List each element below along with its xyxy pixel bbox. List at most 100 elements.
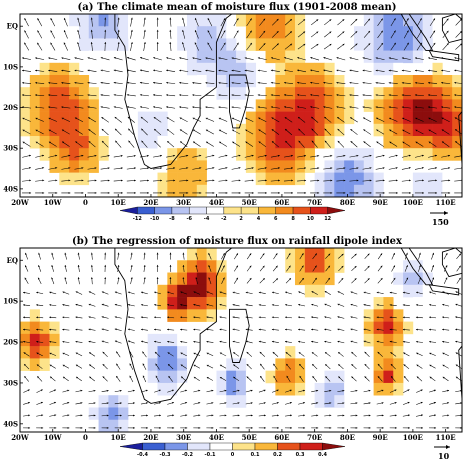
flux-vector-head (442, 291, 445, 294)
flux-vector-head (140, 328, 143, 331)
flux-vector-head (297, 57, 300, 59)
field-cell (432, 123, 443, 137)
field-cell (265, 136, 276, 149)
flux-vector-head (355, 31, 358, 34)
flux-vector-head (323, 106, 326, 108)
field-cell (177, 14, 188, 27)
field-cell (275, 87, 286, 100)
x-tick-label: 110E (436, 433, 456, 442)
y-tick-label: 40S (3, 184, 18, 193)
flux-vector-head (101, 291, 104, 294)
field-cell (216, 297, 227, 310)
colorbar-bin (277, 442, 301, 451)
field-cell (177, 172, 188, 186)
flux-vector-head (225, 179, 228, 182)
panel-a-reference-vector: 150 (430, 211, 449, 227)
flux-vector-head (38, 277, 40, 280)
flux-vector-head (49, 328, 52, 331)
flux-vector-head (195, 277, 198, 280)
flux-vector-head (375, 94, 378, 97)
flux-vector-head (251, 154, 254, 157)
flux-vector-head (120, 191, 123, 194)
field-cell (314, 382, 325, 396)
flux-vector-head (146, 154, 149, 157)
field-cell (98, 14, 109, 27)
field-cell (29, 99, 40, 112)
flux-vector-head (244, 106, 247, 109)
field-cell (353, 38, 365, 51)
field-cell (275, 123, 286, 137)
flux-vector-head (166, 57, 169, 59)
flux-vector-head (408, 167, 411, 169)
field-cell (442, 172, 453, 186)
field-cell (334, 148, 345, 161)
flux-vector-head (155, 375, 158, 378)
flux-vector-head (222, 277, 225, 280)
field-cell (108, 50, 119, 64)
field-cell (69, 75, 80, 88)
field-cell (442, 87, 453, 100)
flux-vector-head (454, 57, 457, 59)
colorbar-bin (240, 206, 259, 215)
flux-vector-head (80, 414, 83, 417)
flux-vector-head (61, 69, 64, 72)
flux-vector-head (285, 352, 288, 354)
field-cell (285, 87, 296, 100)
field-cell (412, 260, 424, 273)
flux-vector-head (337, 128, 340, 131)
field-cell (59, 99, 70, 112)
flux-vector-head (147, 167, 149, 170)
flux-vector-head (420, 414, 423, 417)
flux-vector-head (381, 414, 384, 417)
flux-vector-head (206, 141, 209, 144)
flux-vector-head (286, 363, 289, 366)
flux-vector-head (388, 57, 391, 60)
colorbar-tick-label: -0.3 (160, 452, 171, 458)
flux-vector-head (169, 252, 172, 255)
flux-vector-head (74, 69, 77, 72)
field-cell (304, 272, 315, 286)
flux-vector-head (390, 364, 393, 366)
field-cell (186, 346, 198, 359)
flux-vector-head (289, 19, 292, 22)
field-cell (255, 172, 266, 186)
field-cell (314, 172, 325, 186)
flux-vector-head (94, 154, 97, 157)
flux-vector-head (338, 364, 341, 367)
flux-vector-head (428, 57, 431, 60)
field-cell (393, 358, 404, 371)
field-cell (324, 111, 335, 125)
flux-vector-head (407, 389, 410, 392)
flux-vector-head (106, 414, 109, 417)
flux-vector-head (232, 129, 235, 132)
y-tick-label: 20S (3, 338, 18, 347)
flux-vector-head (356, 179, 359, 182)
field-cell (383, 14, 394, 27)
field-cell (196, 260, 207, 273)
flux-vector-head (355, 426, 358, 429)
flux-vector-head (180, 340, 183, 343)
field-cell (245, 38, 257, 51)
flux-vector-head (264, 167, 267, 170)
flux-vector-head (193, 340, 196, 343)
flux-vector-head (156, 29, 159, 32)
flux-vector-head (179, 81, 182, 84)
field-cell (403, 260, 414, 273)
field-cell (442, 99, 453, 112)
flux-vector-head (257, 69, 260, 72)
colorbar-bin (142, 442, 166, 451)
flux-vector-head (363, 117, 366, 120)
flux-vector-head (101, 140, 104, 143)
field-cell (442, 111, 453, 125)
flux-vector-head (257, 81, 260, 84)
flux-vector-head (77, 264, 80, 267)
flux-vector-head (285, 303, 287, 306)
flux-vector-head (441, 117, 444, 120)
field-cell (285, 148, 296, 161)
flux-vector-head (140, 69, 142, 72)
flux-vector-head (455, 303, 458, 306)
field-cell (157, 370, 168, 384)
field-cell (78, 14, 90, 27)
flux-vector-head (167, 328, 169, 331)
flux-vector-head (168, 376, 171, 379)
